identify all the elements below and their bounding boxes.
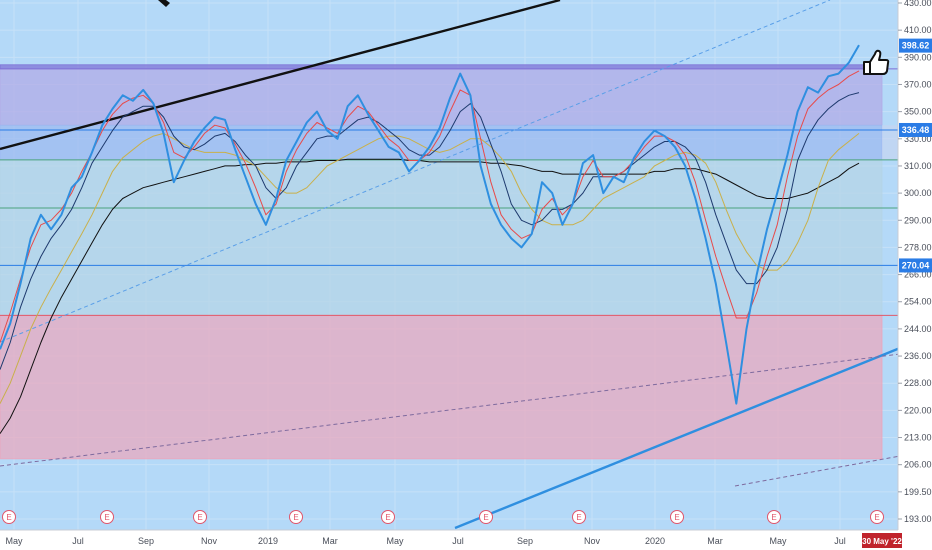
price-tag-text: 398.62 bbox=[902, 41, 930, 51]
y-tick-label: 290.00 bbox=[904, 215, 932, 225]
x-tick-label: Jul bbox=[452, 536, 464, 546]
y-tick-label: 350.00 bbox=[904, 107, 932, 117]
date-tag: 30 May '22 bbox=[862, 533, 902, 548]
earnings-marker[interactable] bbox=[670, 510, 684, 524]
x-tick-label: 2020 bbox=[645, 536, 665, 546]
earnings-marker-label: E bbox=[6, 513, 11, 522]
zone-band bbox=[0, 314, 883, 460]
y-tick-label: 300.00 bbox=[904, 188, 932, 198]
earnings-marker-label: E bbox=[771, 513, 776, 522]
earnings-marker-label: E bbox=[576, 513, 581, 522]
earnings-marker[interactable] bbox=[100, 510, 114, 524]
y-tick-label: 410.00 bbox=[904, 25, 932, 35]
y-tick-label: 244.00 bbox=[904, 324, 932, 334]
price-tag-box bbox=[899, 258, 932, 273]
earnings-marker[interactable] bbox=[2, 510, 16, 524]
x-tick-label: 2019 bbox=[258, 536, 278, 546]
y-tick-label: 220.00 bbox=[904, 405, 932, 415]
y-axis-ticks: 430.00 410.00 390.00 370.00 350.00 330.00 310.… bbox=[898, 0, 932, 524]
x-tick-label: May bbox=[5, 536, 23, 546]
moving-average-line bbox=[0, 70, 860, 343]
x-tick-label: Mar bbox=[322, 536, 338, 546]
x-axis-ticks: May Jul Sep Nov 2019 Mar May Jul Sep Nov 2020 Mar Ma… bbox=[5, 536, 845, 546]
x-tick-label: May bbox=[386, 536, 404, 546]
y-tick-label: 370.00 bbox=[904, 79, 932, 89]
y-tick-label: 390.00 bbox=[904, 52, 932, 62]
x-tick-label: Jul bbox=[834, 536, 846, 546]
y-tick-label: 254.00 bbox=[904, 297, 932, 307]
y-tick-label: 266.00 bbox=[904, 270, 932, 280]
earnings-marker-label: E bbox=[104, 513, 109, 522]
y-tick-label: 330.00 bbox=[904, 134, 932, 144]
x-tick-label: Sep bbox=[517, 536, 533, 546]
x-tick-label: Sep bbox=[138, 536, 154, 546]
y-tick-label: 430.00 bbox=[904, 0, 932, 8]
zones bbox=[0, 64, 898, 460]
earnings-marker-label: E bbox=[293, 513, 298, 522]
zone-band bbox=[0, 159, 883, 316]
drawing-handle-icon[interactable] bbox=[158, 0, 170, 7]
zone-edge bbox=[882, 125, 898, 160]
moving-average-line bbox=[0, 158, 860, 434]
y-tick-label: 310.00 bbox=[904, 161, 932, 171]
y-tick-label: 193.00 bbox=[904, 514, 932, 524]
date-tag-box bbox=[862, 533, 902, 548]
horizontal-levels bbox=[0, 68, 898, 316]
earnings-marker-label: E bbox=[385, 513, 390, 522]
earnings-marker-label: E bbox=[197, 513, 202, 522]
y-tick-label: 199.50 bbox=[904, 487, 932, 497]
earnings-marker[interactable] bbox=[572, 510, 586, 524]
y-tick-label: 228.00 bbox=[904, 378, 932, 388]
y-tick-label: 206.00 bbox=[904, 460, 932, 470]
x-tick-label: May bbox=[769, 536, 787, 546]
moving-average-line bbox=[0, 132, 860, 404]
earnings-marker[interactable] bbox=[479, 510, 493, 524]
earnings-marker[interactable] bbox=[870, 510, 884, 524]
earnings-marker[interactable] bbox=[381, 510, 395, 524]
price-tag-text: 270.04 bbox=[902, 260, 930, 270]
moving-average-line bbox=[0, 92, 860, 370]
x-tick-label: Nov bbox=[584, 536, 601, 546]
y-tick-label: 213.00 bbox=[904, 433, 932, 443]
price-axis[interactable] bbox=[898, 0, 932, 550]
date-tag-text: 30 May '22 bbox=[862, 537, 902, 546]
time-axis[interactable] bbox=[0, 530, 898, 550]
price-tag-text: 336.48 bbox=[902, 125, 930, 135]
trendlines[interactable] bbox=[0, 0, 900, 530]
y-tick-label: 278.00 bbox=[904, 242, 932, 252]
earnings-marker[interactable] bbox=[767, 510, 781, 524]
earnings-marker[interactable] bbox=[289, 510, 303, 524]
trendline[interactable] bbox=[454, 347, 900, 530]
price-tag-box bbox=[899, 122, 932, 137]
x-tick-label: Jul bbox=[72, 536, 84, 546]
price-series-line bbox=[0, 44, 860, 405]
price-tags: 398.62 336.48 270.04 bbox=[899, 38, 932, 273]
y-tick-label: 236.00 bbox=[904, 351, 932, 361]
earnings-marker-label: E bbox=[874, 513, 879, 522]
trendline[interactable] bbox=[0, 0, 561, 151]
x-tick-label: Nov bbox=[201, 536, 218, 546]
zone-band bbox=[0, 68, 883, 126]
series-group bbox=[0, 44, 860, 434]
zone-band bbox=[0, 64, 883, 70]
thumbs-up-icon bbox=[863, 49, 890, 75]
price-tag-box bbox=[899, 38, 932, 53]
earnings-marker-label: E bbox=[483, 513, 488, 522]
trendline[interactable] bbox=[0, 0, 831, 343]
earnings-marker[interactable] bbox=[193, 510, 207, 524]
earnings-marker-label: E bbox=[674, 513, 679, 522]
x-tick-label: Mar bbox=[707, 536, 723, 546]
